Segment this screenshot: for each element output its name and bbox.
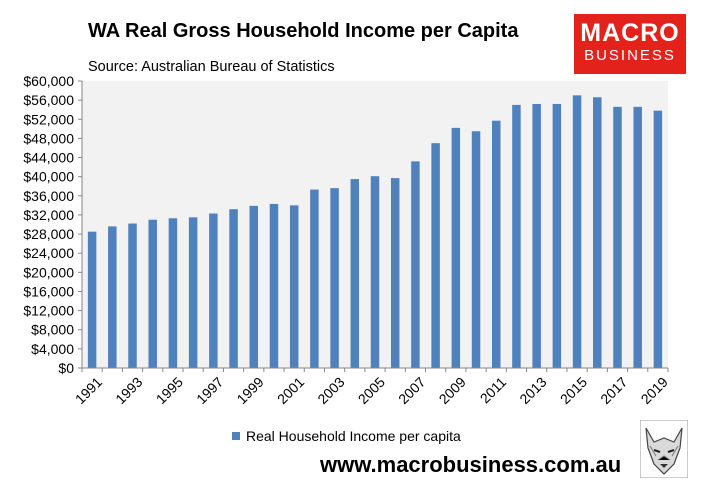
bar-2013 xyxy=(532,103,541,369)
website-url[interactable]: www.macrobusiness.com.au xyxy=(320,452,622,477)
bar-2009 xyxy=(451,127,461,368)
logo-line-1: MACRO xyxy=(580,19,680,47)
y-tick-label: $40,000 xyxy=(23,169,74,185)
y-tick-label: $32,000 xyxy=(23,207,74,223)
bar-2004 xyxy=(350,179,360,368)
bar-1993 xyxy=(128,223,137,368)
x-tick-label-1993: 1993 xyxy=(112,374,145,407)
bar-1992 xyxy=(108,226,117,368)
y-tick-label: $60,000 xyxy=(23,73,74,89)
y-tick-label: $28,000 xyxy=(23,226,74,242)
bar-2005 xyxy=(370,176,380,368)
chart-subtitle: Source: Australian Bureau of Statistics xyxy=(88,59,335,75)
x-tick-label-2011: 2011 xyxy=(477,374,510,407)
bar-2012 xyxy=(512,104,521,369)
chart-title: WA Real Gross Household Income per Capit… xyxy=(88,20,519,42)
axes-group xyxy=(81,81,668,369)
bar-1999 xyxy=(249,205,259,368)
y-tick-label: $48,000 xyxy=(23,130,74,146)
bar-2017 xyxy=(613,106,622,368)
y-tick-label: $4,000 xyxy=(31,341,74,357)
y-tick-label: $44,000 xyxy=(23,150,74,166)
bars-group xyxy=(87,95,663,369)
bar-2010 xyxy=(471,131,481,368)
y-tick-label: $36,000 xyxy=(23,188,74,204)
bar-2014 xyxy=(552,103,562,369)
macrobusiness-logo: MACRO BUSINESS xyxy=(574,14,686,74)
bar-2018 xyxy=(633,106,642,368)
y-tick-label: $12,000 xyxy=(23,303,74,319)
bar-1997 xyxy=(209,213,218,368)
x-tick-label-2015: 2015 xyxy=(557,374,590,407)
bar-2016 xyxy=(593,97,602,368)
bar-2002 xyxy=(310,189,319,368)
y-tick-label: $20,000 xyxy=(23,264,74,280)
x-tick-label-2009: 2009 xyxy=(436,374,469,407)
bar-1996 xyxy=(188,217,198,368)
x-tick-label-2003: 2003 xyxy=(314,374,347,407)
bar-1994 xyxy=(148,219,157,368)
x-tick-label-2001: 2001 xyxy=(274,374,307,407)
x-tick-label-2005: 2005 xyxy=(355,374,388,407)
y-tick-label: $52,000 xyxy=(23,111,74,127)
x-tick-label-1997: 1997 xyxy=(193,374,226,407)
x-tick-label-2013: 2013 xyxy=(516,374,549,407)
bar-1995 xyxy=(168,218,178,368)
x-tick-label-1991: 1991 xyxy=(72,374,105,407)
x-tick-label-1999: 1999 xyxy=(233,374,266,407)
bar-2001 xyxy=(289,205,299,368)
bar-2011 xyxy=(492,120,501,368)
legend: Real Household Income per capita xyxy=(232,428,461,444)
y-tick-label: $56,000 xyxy=(23,92,74,108)
bar-2007 xyxy=(411,161,420,368)
x-axis-ticks: 1991 1993 1995 1997 1999 2001 2003 2005 2007 2009… xyxy=(72,368,671,407)
logo-line-2: BUSINESS xyxy=(584,47,676,64)
x-tick-label-2017: 2017 xyxy=(597,374,630,407)
legend-label: Real Household Income per capita xyxy=(246,428,461,444)
x-tick-label-2007: 2007 xyxy=(395,374,428,407)
x-tick-label-1995: 1995 xyxy=(153,374,186,407)
bar-2008 xyxy=(431,143,440,368)
y-tick-label: $24,000 xyxy=(23,245,74,261)
bar-2015 xyxy=(572,95,582,368)
bar-2006 xyxy=(390,178,400,368)
y-tick-label: $0 xyxy=(58,360,74,376)
legend-swatch xyxy=(232,432,240,440)
x-tick-label-2019: 2019 xyxy=(638,374,671,407)
bar-1991 xyxy=(87,231,97,368)
bar-2019 xyxy=(653,110,663,368)
y-axis-ticks: $0 $4,000 $8,000 $12,000 $16,000 $20,000 $24,0… xyxy=(23,73,82,376)
y-tick-label: $16,000 xyxy=(23,283,74,299)
y-tick-label: $8,000 xyxy=(31,322,74,338)
bar-2003 xyxy=(330,188,339,368)
bar-1998 xyxy=(229,209,238,368)
wolf-mascot-icon xyxy=(640,420,688,478)
bar-2000 xyxy=(269,203,279,368)
